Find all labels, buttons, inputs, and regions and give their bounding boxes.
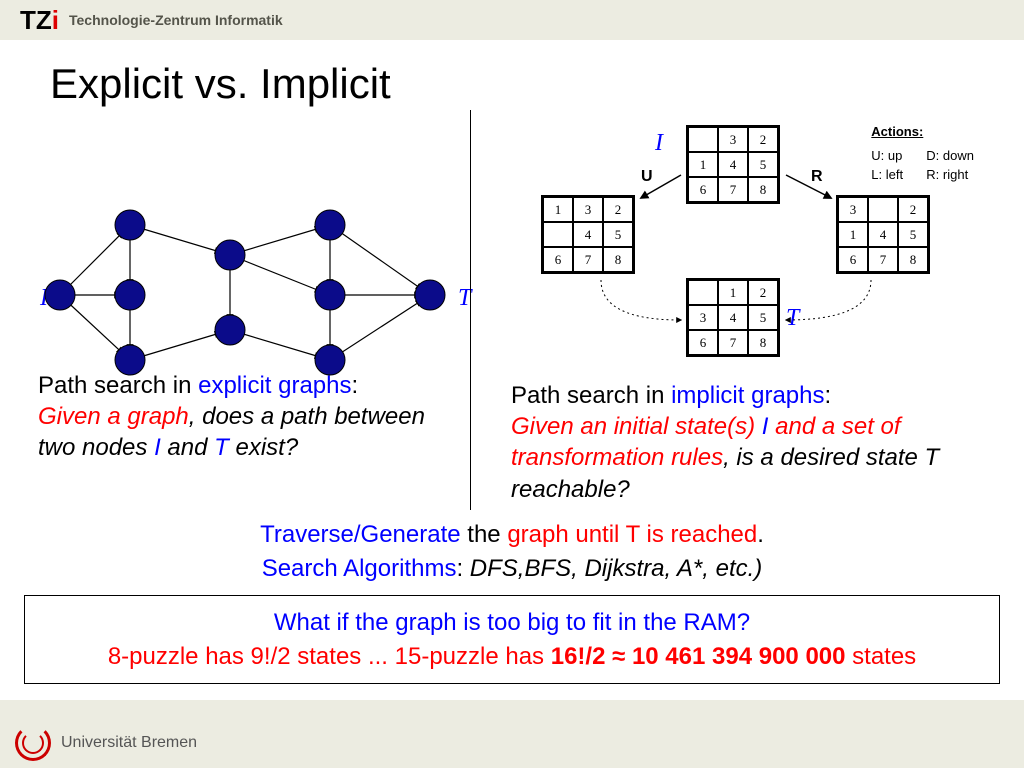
puzzle-cell: 8 bbox=[748, 177, 778, 202]
puzzle-cell: 2 bbox=[898, 197, 928, 222]
right-column: I T U R 32145678 13245678 32145678 12345… bbox=[470, 110, 1024, 510]
footer: Universität Bremen bbox=[0, 718, 1024, 768]
left-column: I T Path search in explicit graphs: Give… bbox=[0, 110, 470, 510]
puzzle-cell: 4 bbox=[718, 152, 748, 177]
main-content: Explicit vs. Implicit I T Path search in… bbox=[0, 40, 1024, 700]
puzzle-cell: 5 bbox=[898, 222, 928, 247]
puzzle-cell: 6 bbox=[838, 247, 868, 272]
university-logo bbox=[15, 725, 51, 761]
page-title: Explicit vs. Implicit bbox=[0, 40, 1024, 108]
tzi-logo: TZi bbox=[20, 5, 59, 36]
puzzle-cell: 2 bbox=[603, 197, 633, 222]
puzzle-cell: 7 bbox=[868, 247, 898, 272]
puzzle-cell: 1 bbox=[718, 280, 748, 305]
puzzle-cell bbox=[688, 280, 718, 305]
puzzle-cell: 6 bbox=[543, 247, 573, 272]
university-name: Universität Bremen bbox=[61, 734, 197, 752]
puzzle-cell: 3 bbox=[688, 305, 718, 330]
puzzle-cell: 2 bbox=[748, 280, 778, 305]
puzzle-r: 3 2 145 678 bbox=[836, 195, 930, 274]
puzzle-cell bbox=[688, 127, 718, 152]
puzzle-cell: 8 bbox=[898, 247, 928, 272]
right-text-block: Path search in implicit graphs: Given an… bbox=[511, 380, 981, 505]
puzzle-cell bbox=[868, 197, 898, 222]
puzzle-t: 12 345 678 bbox=[686, 278, 780, 357]
puzzle-cell: 7 bbox=[718, 177, 748, 202]
puzzle-cell: 8 bbox=[748, 330, 778, 355]
columns: I T Path search in explicit graphs: Give… bbox=[0, 110, 1024, 510]
puzzle-cell: 6 bbox=[688, 177, 718, 202]
puzzle-i-label: I bbox=[655, 130, 663, 157]
u-action-label: U bbox=[641, 168, 653, 186]
puzzle-cell: 4 bbox=[868, 222, 898, 247]
puzzle-cell: 1 bbox=[543, 197, 573, 222]
puzzle-cell: 6 bbox=[688, 330, 718, 355]
puzzle-cell: 5 bbox=[748, 152, 778, 177]
left-text-block: Path search in explicit graphs: Given a … bbox=[38, 370, 458, 464]
actions-box: Actions: U: upD: down L: leftR: right bbox=[871, 122, 974, 185]
puzzle-cell bbox=[543, 222, 573, 247]
puzzle-cell: 5 bbox=[603, 222, 633, 247]
puzzle-cell: 1 bbox=[688, 152, 718, 177]
puzzle-t-label: T bbox=[786, 305, 799, 332]
puzzle-u: 13245 678 bbox=[541, 195, 635, 274]
header-bar: TZi Technologie-Zentrum Informatik bbox=[0, 0, 1024, 40]
puzzle-i: 32 145 678 bbox=[686, 125, 780, 204]
puzzle-cell: 2 bbox=[748, 127, 778, 152]
logo-dot: i bbox=[52, 5, 59, 35]
r-action-label: R bbox=[811, 168, 823, 186]
puzzle-cell: 5 bbox=[748, 305, 778, 330]
explicit-graph bbox=[30, 190, 460, 400]
puzzle-cell: 8 bbox=[603, 247, 633, 272]
puzzle-cell: 4 bbox=[718, 305, 748, 330]
actions-title: Actions: bbox=[871, 122, 974, 142]
puzzle-cell: 3 bbox=[838, 197, 868, 222]
bottom-text: Traverse/Generate the graph until T is r… bbox=[0, 518, 1024, 585]
ram-box: What if the graph is too big to fit in t… bbox=[24, 595, 1000, 684]
puzzle-cell: 3 bbox=[573, 197, 603, 222]
puzzle-cell: 1 bbox=[838, 222, 868, 247]
puzzle-cell: 7 bbox=[573, 247, 603, 272]
header-subtitle: Technologie-Zentrum Informatik bbox=[69, 12, 283, 28]
puzzle-cell: 3 bbox=[718, 127, 748, 152]
puzzle-cell: 7 bbox=[718, 330, 748, 355]
puzzle-cell: 4 bbox=[573, 222, 603, 247]
